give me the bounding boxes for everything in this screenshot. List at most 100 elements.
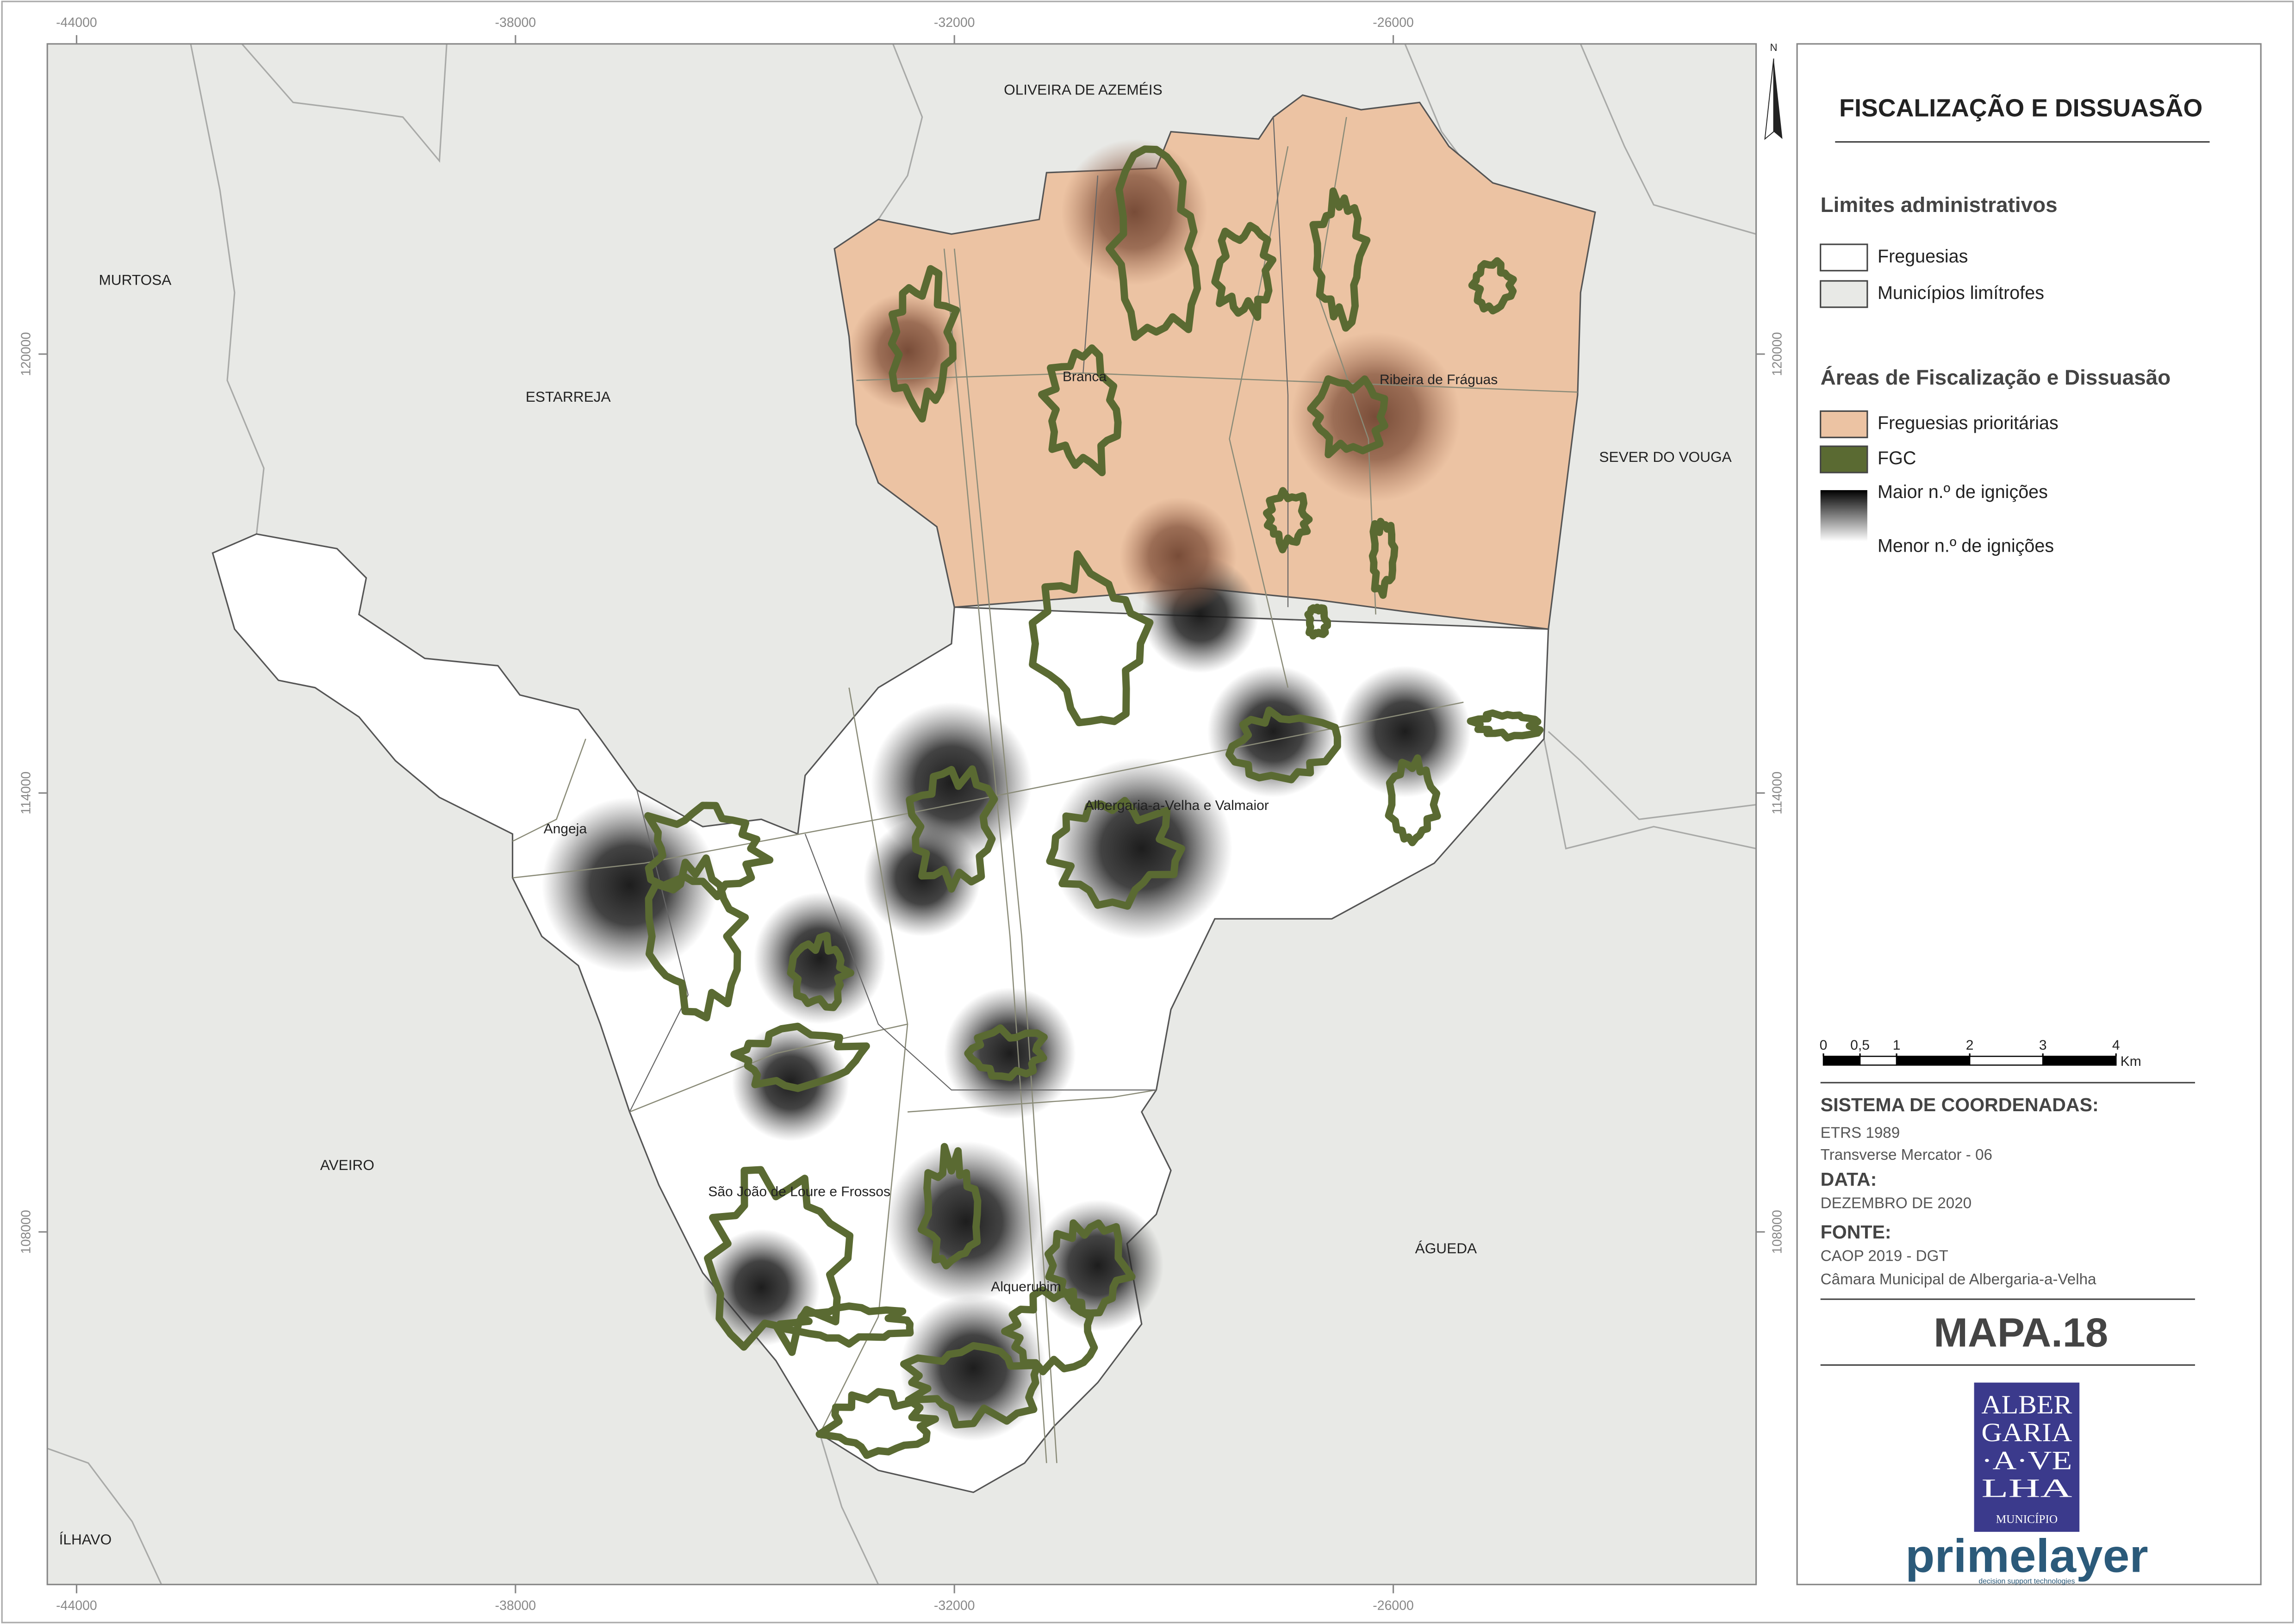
legend-heading: Áreas de Fiscalização e Dissuasão bbox=[1821, 366, 2171, 389]
ignition-blob bbox=[1339, 666, 1471, 797]
border bbox=[241, 44, 448, 163]
scale-label: 1 bbox=[1893, 1038, 1901, 1053]
fgc-strip bbox=[1211, 222, 1277, 321]
fgc-strip bbox=[1225, 706, 1341, 784]
legend-swatch bbox=[1820, 243, 1868, 272]
neighbour-label: SEVER DO VOUGA bbox=[1599, 448, 1732, 465]
legend-swatch bbox=[1820, 410, 1868, 438]
fgc-strip bbox=[787, 932, 854, 1011]
parish-border bbox=[804, 834, 1157, 1091]
road bbox=[907, 1089, 1157, 1113]
ignition-blob bbox=[1120, 497, 1237, 615]
ignition-blob bbox=[885, 1141, 1047, 1302]
legend-label: Municípios limítrofes bbox=[1878, 283, 2044, 303]
road bbox=[512, 739, 586, 842]
scale-label: 4 bbox=[2112, 1038, 2120, 1053]
ignition-blob bbox=[1291, 332, 1461, 502]
place-labels: OLIVEIRA DE AZEMÉIS MURTOSA ESTARREJA SEVER… bbox=[59, 81, 1732, 1548]
logo-text: LHA bbox=[1981, 1474, 2072, 1503]
neighbour-label: ÍLHAVO bbox=[59, 1531, 112, 1548]
scale-unit: Km bbox=[2121, 1054, 2141, 1069]
scale-label: 3 bbox=[2039, 1038, 2047, 1053]
x-tick-label: -26000 bbox=[1373, 15, 1414, 30]
map-body: OLIVEIRA DE AZEMÉIS MURTOSA ESTARREJA SEVER… bbox=[47, 44, 1756, 1585]
legend-label: Freguesias prioritárias bbox=[1878, 413, 2059, 433]
fgc-strip bbox=[1467, 709, 1544, 742]
north-arrow-half bbox=[1764, 58, 1774, 140]
ignition-blob bbox=[944, 987, 1076, 1120]
x-tick-label: -38000 bbox=[495, 15, 536, 30]
neighbour-label: AVEIRO bbox=[320, 1157, 374, 1173]
y-tick-label: 120000 bbox=[19, 332, 33, 376]
coordinate-grid: -44000 -44000 -38000 -38000 -32000 -32000 -260… bbox=[19, 15, 1785, 1613]
legend-label: Freguesias bbox=[1878, 246, 1968, 267]
neighbour-label: ESTARREJA bbox=[526, 388, 611, 405]
ignition-blob bbox=[754, 892, 886, 1024]
fgc-strip bbox=[730, 1022, 870, 1092]
legend-swatch bbox=[1820, 490, 1867, 541]
municipality bbox=[211, 533, 1549, 1493]
fgc-strip bbox=[1385, 754, 1441, 846]
fgc-strip bbox=[645, 854, 749, 1021]
parish-label: Albergaria-a-Velha e Valmaior bbox=[1085, 798, 1269, 813]
parish-label: São João de Loure e Frossos bbox=[708, 1184, 890, 1199]
y-tick-label: 108000 bbox=[19, 1210, 33, 1254]
fgc-strip bbox=[1028, 550, 1154, 727]
fgc-strip bbox=[1307, 375, 1388, 459]
legend-label: FGC bbox=[1878, 448, 1916, 468]
ignition-blob bbox=[1051, 758, 1232, 940]
border bbox=[877, 44, 923, 220]
brand-tagline: decision support technologies bbox=[1978, 1577, 2075, 1585]
neighbour-borders bbox=[47, 44, 1756, 1585]
fgc bbox=[644, 145, 1544, 1459]
scale-label: 2 bbox=[1966, 1038, 1974, 1053]
border bbox=[1580, 44, 1756, 235]
fgc-strip bbox=[1046, 796, 1186, 910]
info-heading: DATA: bbox=[1821, 1169, 1877, 1190]
parish-border bbox=[629, 790, 689, 1113]
scale-label: 0,5 bbox=[1850, 1038, 1870, 1053]
border bbox=[47, 1448, 162, 1585]
info-line: Transverse Mercator - 06 bbox=[1821, 1146, 1992, 1164]
fgc-strip bbox=[1044, 1219, 1136, 1317]
map-id: MAPA.18 bbox=[1934, 1310, 2108, 1356]
legend-label: Menor n.º de ignições bbox=[1878, 536, 2054, 556]
fgc-strip bbox=[1001, 1286, 1098, 1375]
ignition-blob bbox=[732, 1024, 849, 1141]
map-frame bbox=[46, 43, 1757, 1586]
info-line: Câmara Municipal de Albergaria-a-Velha bbox=[1821, 1271, 2096, 1288]
neighbour-label: ÁGUEDA bbox=[1415, 1240, 1477, 1257]
border bbox=[190, 44, 265, 535]
road bbox=[943, 249, 1047, 1463]
fgc-strip bbox=[644, 802, 774, 901]
x-tick-label: -32000 bbox=[934, 1599, 975, 1613]
y-tick-label: 120000 bbox=[1770, 332, 1785, 376]
border bbox=[1543, 739, 1756, 850]
fgc-strip bbox=[888, 265, 960, 423]
y-tick-label: 114000 bbox=[1770, 772, 1785, 815]
brand-name: primelayer bbox=[1905, 1530, 2148, 1582]
neighbour-label: OLIVEIRA DE AZEMÉIS bbox=[1004, 81, 1163, 98]
x-tick-label: -44000 bbox=[56, 1599, 97, 1613]
scale-segment bbox=[2042, 1056, 2117, 1066]
x-tick-label: -32000 bbox=[934, 15, 975, 30]
road bbox=[512, 702, 1464, 879]
fgc-strip bbox=[906, 765, 998, 893]
ignition-blob bbox=[703, 1229, 820, 1346]
fgc-strip bbox=[1309, 187, 1371, 332]
info-line: DEZEMBRO DE 2020 bbox=[1821, 1195, 1972, 1212]
neighbour-label: MURTOSA bbox=[99, 271, 172, 288]
fgc-strip bbox=[1038, 344, 1122, 476]
parish-label: Ribeira de Fráguas bbox=[1380, 372, 1498, 387]
north-label: N bbox=[1770, 42, 1778, 53]
fgc-strip bbox=[1368, 517, 1399, 599]
logo-caption: MUNICÍPIO bbox=[1996, 1512, 2058, 1525]
panel-frame bbox=[1796, 43, 2262, 1586]
y-tick-label: 108000 bbox=[1770, 1210, 1785, 1254]
fgc-strip bbox=[964, 1024, 1048, 1081]
info-heading: FONTE: bbox=[1821, 1221, 1891, 1243]
fgc-strip bbox=[776, 1302, 914, 1348]
